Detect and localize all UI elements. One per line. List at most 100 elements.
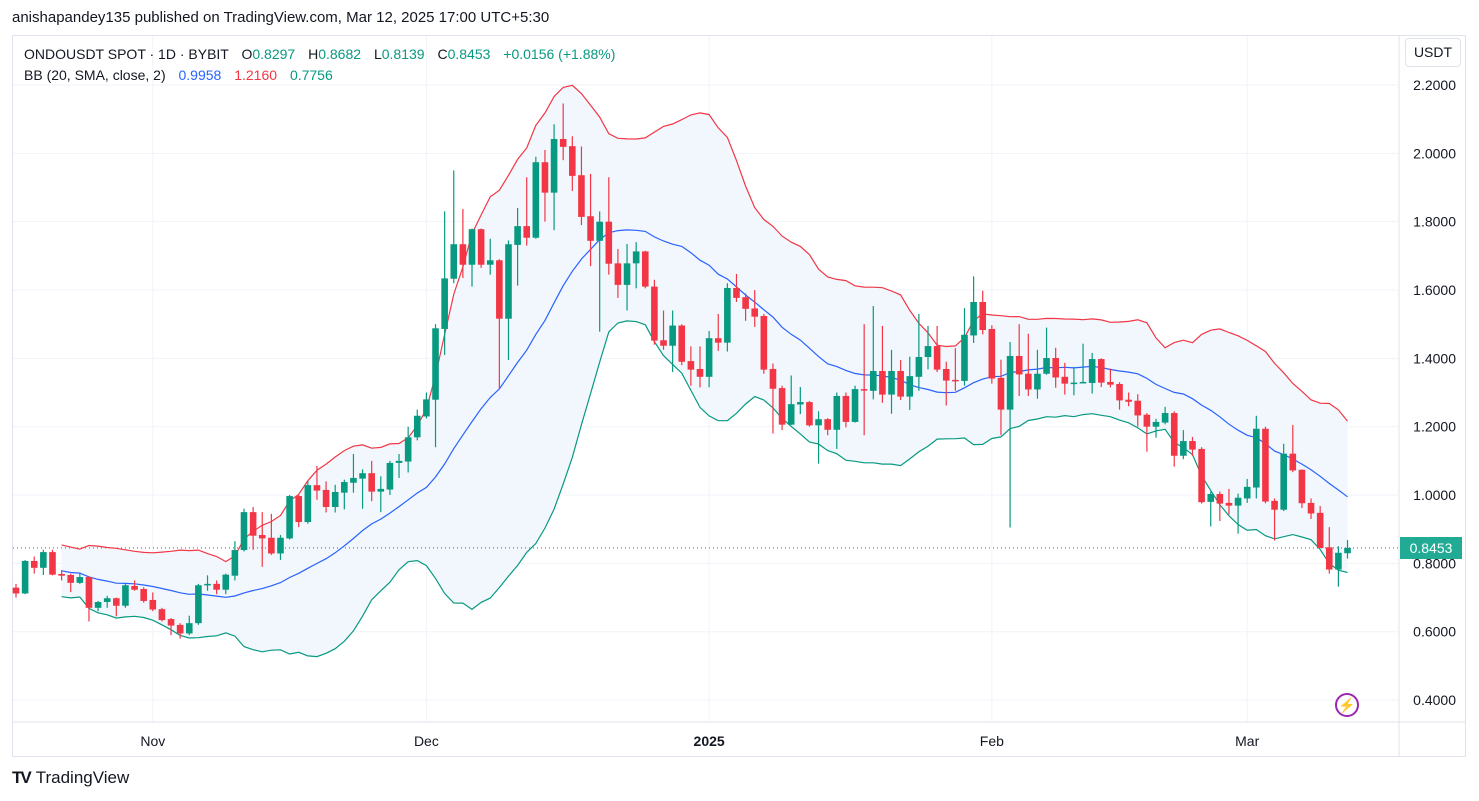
candle-up (432, 324, 439, 448)
candle-down (496, 259, 503, 390)
candle-body (623, 263, 631, 285)
candle-body (1052, 358, 1059, 378)
candle-body (1134, 400, 1142, 416)
candle-up (21, 559, 29, 595)
candle-body (760, 315, 768, 370)
candle-body (641, 251, 649, 287)
candle-body (687, 361, 695, 370)
candle-body (441, 278, 448, 329)
candle-down (1143, 413, 1151, 452)
candle-down (605, 177, 613, 275)
candle-up (1180, 430, 1187, 460)
candle-body (1325, 547, 1333, 570)
candle-body (988, 328, 996, 379)
candle-body (1170, 413, 1178, 456)
candle-body (313, 485, 321, 491)
candle-up (915, 313, 923, 391)
low-label: L0.8139 (373, 46, 425, 62)
candle-body (742, 297, 749, 309)
candle-down (1189, 436, 1196, 456)
candle-body (632, 251, 640, 264)
candle-up (122, 582, 129, 608)
y-tick-label: 0.4000 (1413, 692, 1456, 708)
candle-body (331, 491, 339, 507)
candle-up (1152, 418, 1160, 438)
candle-body (851, 389, 859, 422)
candle-body (806, 402, 813, 426)
candle-up (851, 385, 859, 423)
currency-button[interactable]: USDT (1405, 38, 1461, 67)
candle-body (1189, 441, 1196, 450)
candle-down (131, 580, 138, 591)
y-tick-label: 1.2000 (1413, 419, 1456, 435)
candle-down (1125, 392, 1132, 407)
candle-down (687, 346, 695, 386)
candle-up (404, 426, 412, 473)
candle-up (1079, 343, 1087, 384)
candle-body (842, 395, 850, 422)
candle-down (733, 273, 740, 302)
candle-body (869, 371, 877, 391)
candle-down (1198, 447, 1205, 504)
candle-up (869, 306, 877, 400)
candle-body (651, 286, 658, 341)
candle-down (1025, 333, 1032, 396)
candle-down (587, 173, 594, 267)
candle-up (450, 170, 458, 284)
candle-body (1280, 453, 1287, 510)
candle-body (1298, 469, 1306, 504)
candle-body (1161, 413, 1169, 423)
symbol-info[interactable]: ONDOUSDT SPOT · 1D · BYBIT (24, 46, 229, 62)
y-tick-label: 1.4000 (1413, 350, 1456, 366)
candle-down (651, 279, 658, 345)
lightning-icon[interactable]: ⚡ (1335, 693, 1359, 717)
candle-up (1207, 491, 1215, 527)
candle-body (295, 496, 303, 523)
candle-body (258, 535, 266, 539)
candle-down (824, 418, 831, 436)
bb-indicator-label[interactable]: BB (20, SMA, close, 2) (24, 67, 166, 83)
candle-body (30, 560, 38, 568)
candle-body (432, 328, 439, 400)
candle-up (94, 600, 102, 612)
candle-down (67, 573, 75, 593)
candle-body (751, 308, 759, 317)
change-value: +0.0156 (+1.88%) (503, 46, 616, 62)
tradingview-mark-icon: TV (12, 768, 32, 787)
candle-up (514, 208, 521, 286)
candle-body (769, 368, 777, 389)
candle-body (787, 404, 795, 425)
candle-body (1253, 428, 1260, 488)
candle-body (1088, 359, 1096, 383)
candle-body (1198, 448, 1205, 503)
candle-down (12, 583, 20, 598)
candle-up (1234, 493, 1242, 534)
candle-up (724, 283, 731, 352)
candle-body (979, 301, 987, 330)
candle-up (204, 575, 211, 591)
candle-body (541, 162, 549, 193)
candle-body (413, 415, 421, 438)
candle-down (322, 481, 330, 513)
candle-up (906, 356, 914, 410)
candle-down (569, 136, 576, 191)
brand-name: TradingView (35, 768, 130, 787)
candle-up (395, 454, 403, 478)
candle-up (961, 308, 968, 386)
candle-up (1253, 415, 1260, 499)
candle-body (40, 552, 47, 568)
open-label: O0.8297 (241, 46, 296, 62)
candle-body (1152, 421, 1160, 427)
candle-up (1335, 546, 1342, 587)
candle-down (295, 495, 303, 528)
candle-body (477, 229, 485, 265)
candle-body (58, 573, 65, 576)
bb-basis-line (61, 229, 1348, 598)
candle-body (377, 488, 385, 492)
tradingview-logo[interactable]: TV TradingView (12, 768, 129, 788)
candle-down (860, 324, 868, 436)
candle-body (249, 512, 257, 536)
close-label: C0.8453 (437, 46, 491, 62)
candle-down (997, 359, 1005, 436)
